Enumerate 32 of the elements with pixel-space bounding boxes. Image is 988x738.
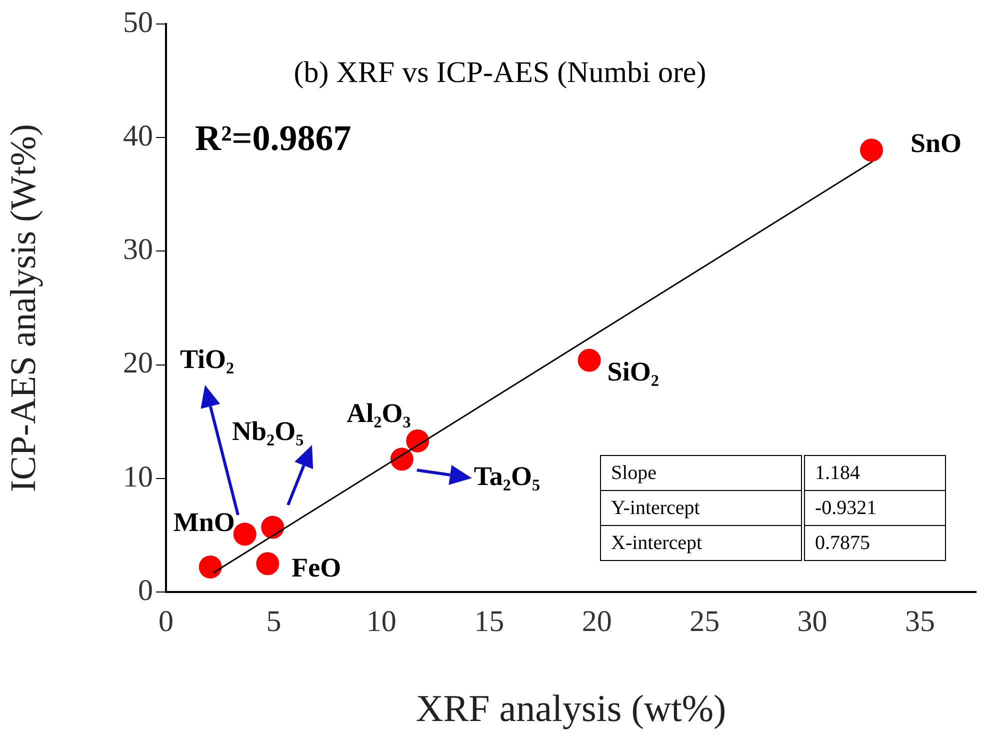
annotation: 1.184 [803, 456, 946, 490]
x-tick-label: 5 [266, 604, 282, 638]
y-tick-label: 20 [123, 346, 153, 380]
y-tick-label: 50 [123, 6, 153, 39]
annotation: X-intercept [600, 526, 803, 560]
annotation: Y-intercept [600, 490, 803, 526]
y-axis-title: ICP-AES analysis (Wt%) [3, 124, 44, 492]
annotation: -0.9321 [803, 490, 946, 526]
x-axis-title: XRF analysis (wt%) [416, 688, 726, 730]
annotation: Nb₂O₅ [232, 416, 304, 446]
annotation: FeO [292, 552, 342, 583]
y-tick-label: 40 [123, 119, 153, 152]
text: (b) XRF vs ICP-AES (Numbi ore) [294, 56, 706, 89]
y-tick-label: 0 [138, 574, 153, 607]
annotation: Al₂O₃ [346, 398, 411, 428]
annotation: SnO [910, 128, 962, 158]
annotation: MnO [173, 507, 235, 538]
x-tick-label: 10 [366, 604, 396, 638]
x-tick-label: 20 [582, 604, 612, 638]
annotation: SiO₂ [607, 356, 659, 386]
x-tick-label: 25 [690, 604, 720, 638]
y-tick-label: 10 [123, 460, 153, 494]
x-tick-label: 0 [158, 604, 174, 638]
x-tick-label: 30 [797, 604, 828, 638]
x-tick-label: 15 [474, 604, 504, 638]
annotation: 0.7875 [803, 526, 946, 560]
annotation: TiO₂ [180, 344, 234, 374]
annotation: R²=0.9867 [195, 118, 352, 158]
x-tick-label: 35 [904, 604, 935, 638]
annotation: Ta₂O₅ [474, 461, 540, 492]
annotation: Slope [600, 456, 803, 490]
y-tick-label: 30 [123, 233, 153, 266]
